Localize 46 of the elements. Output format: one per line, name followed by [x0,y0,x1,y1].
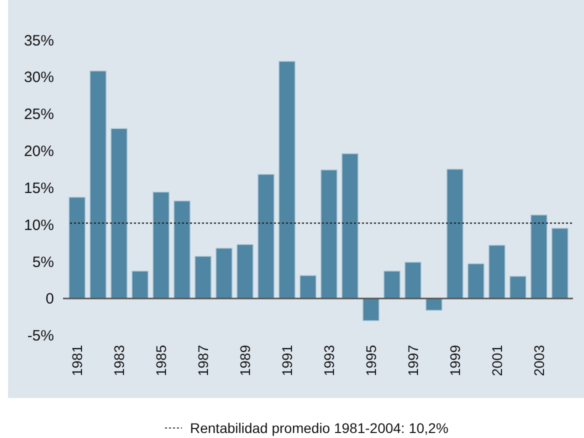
x-tick-label: 1983 [110,344,127,376]
x-tick-label: 1995 [362,344,379,376]
y-tick-label: 5% [32,254,54,271]
y-tick-label: -5% [27,328,54,345]
bar [446,168,464,299]
bar [110,128,128,299]
x-tick-label: 1997 [404,344,421,376]
bar [384,270,400,299]
x-tick-label: 1989 [236,344,253,376]
x-tick-label: 2001 [488,344,505,376]
bar [90,70,106,299]
bar [530,214,548,299]
bar [300,275,316,299]
y-tick-label: 25% [24,106,54,124]
x-tick-label: 1999 [446,344,463,376]
y-tick-label: 10% [24,216,54,234]
bar [68,196,86,299]
bar [152,192,170,299]
bar [258,174,274,299]
bar [278,61,296,299]
y-tick-label: 0 [46,290,54,308]
bar [510,276,526,299]
bar [426,298,442,311]
y-tick-label: 15% [24,180,54,197]
y-tick-label: 35% [24,32,54,50]
bar [552,228,568,299]
bar [194,256,212,299]
bar [362,298,380,322]
bar [404,262,422,299]
bar [320,170,338,299]
x-tick-label: 2003 [530,344,547,376]
bar [488,244,506,299]
x-tick-label: 1985 [152,344,169,376]
y-tick-label: 30% [24,69,54,86]
x-tick-label: 1993 [320,344,337,376]
y-tick-label: 20% [24,143,54,160]
bar [236,244,254,299]
x-tick-label: 1981 [68,344,85,376]
x-tick-label: 1991 [278,344,295,376]
bar [174,200,190,299]
bar [342,153,358,299]
bar [468,263,484,299]
legend-label: Rentabilidad promedio 1981-2004: 10,2% [190,420,448,436]
bar [216,248,232,299]
bar [132,270,148,299]
x-tick-label: 1987 [194,344,211,376]
